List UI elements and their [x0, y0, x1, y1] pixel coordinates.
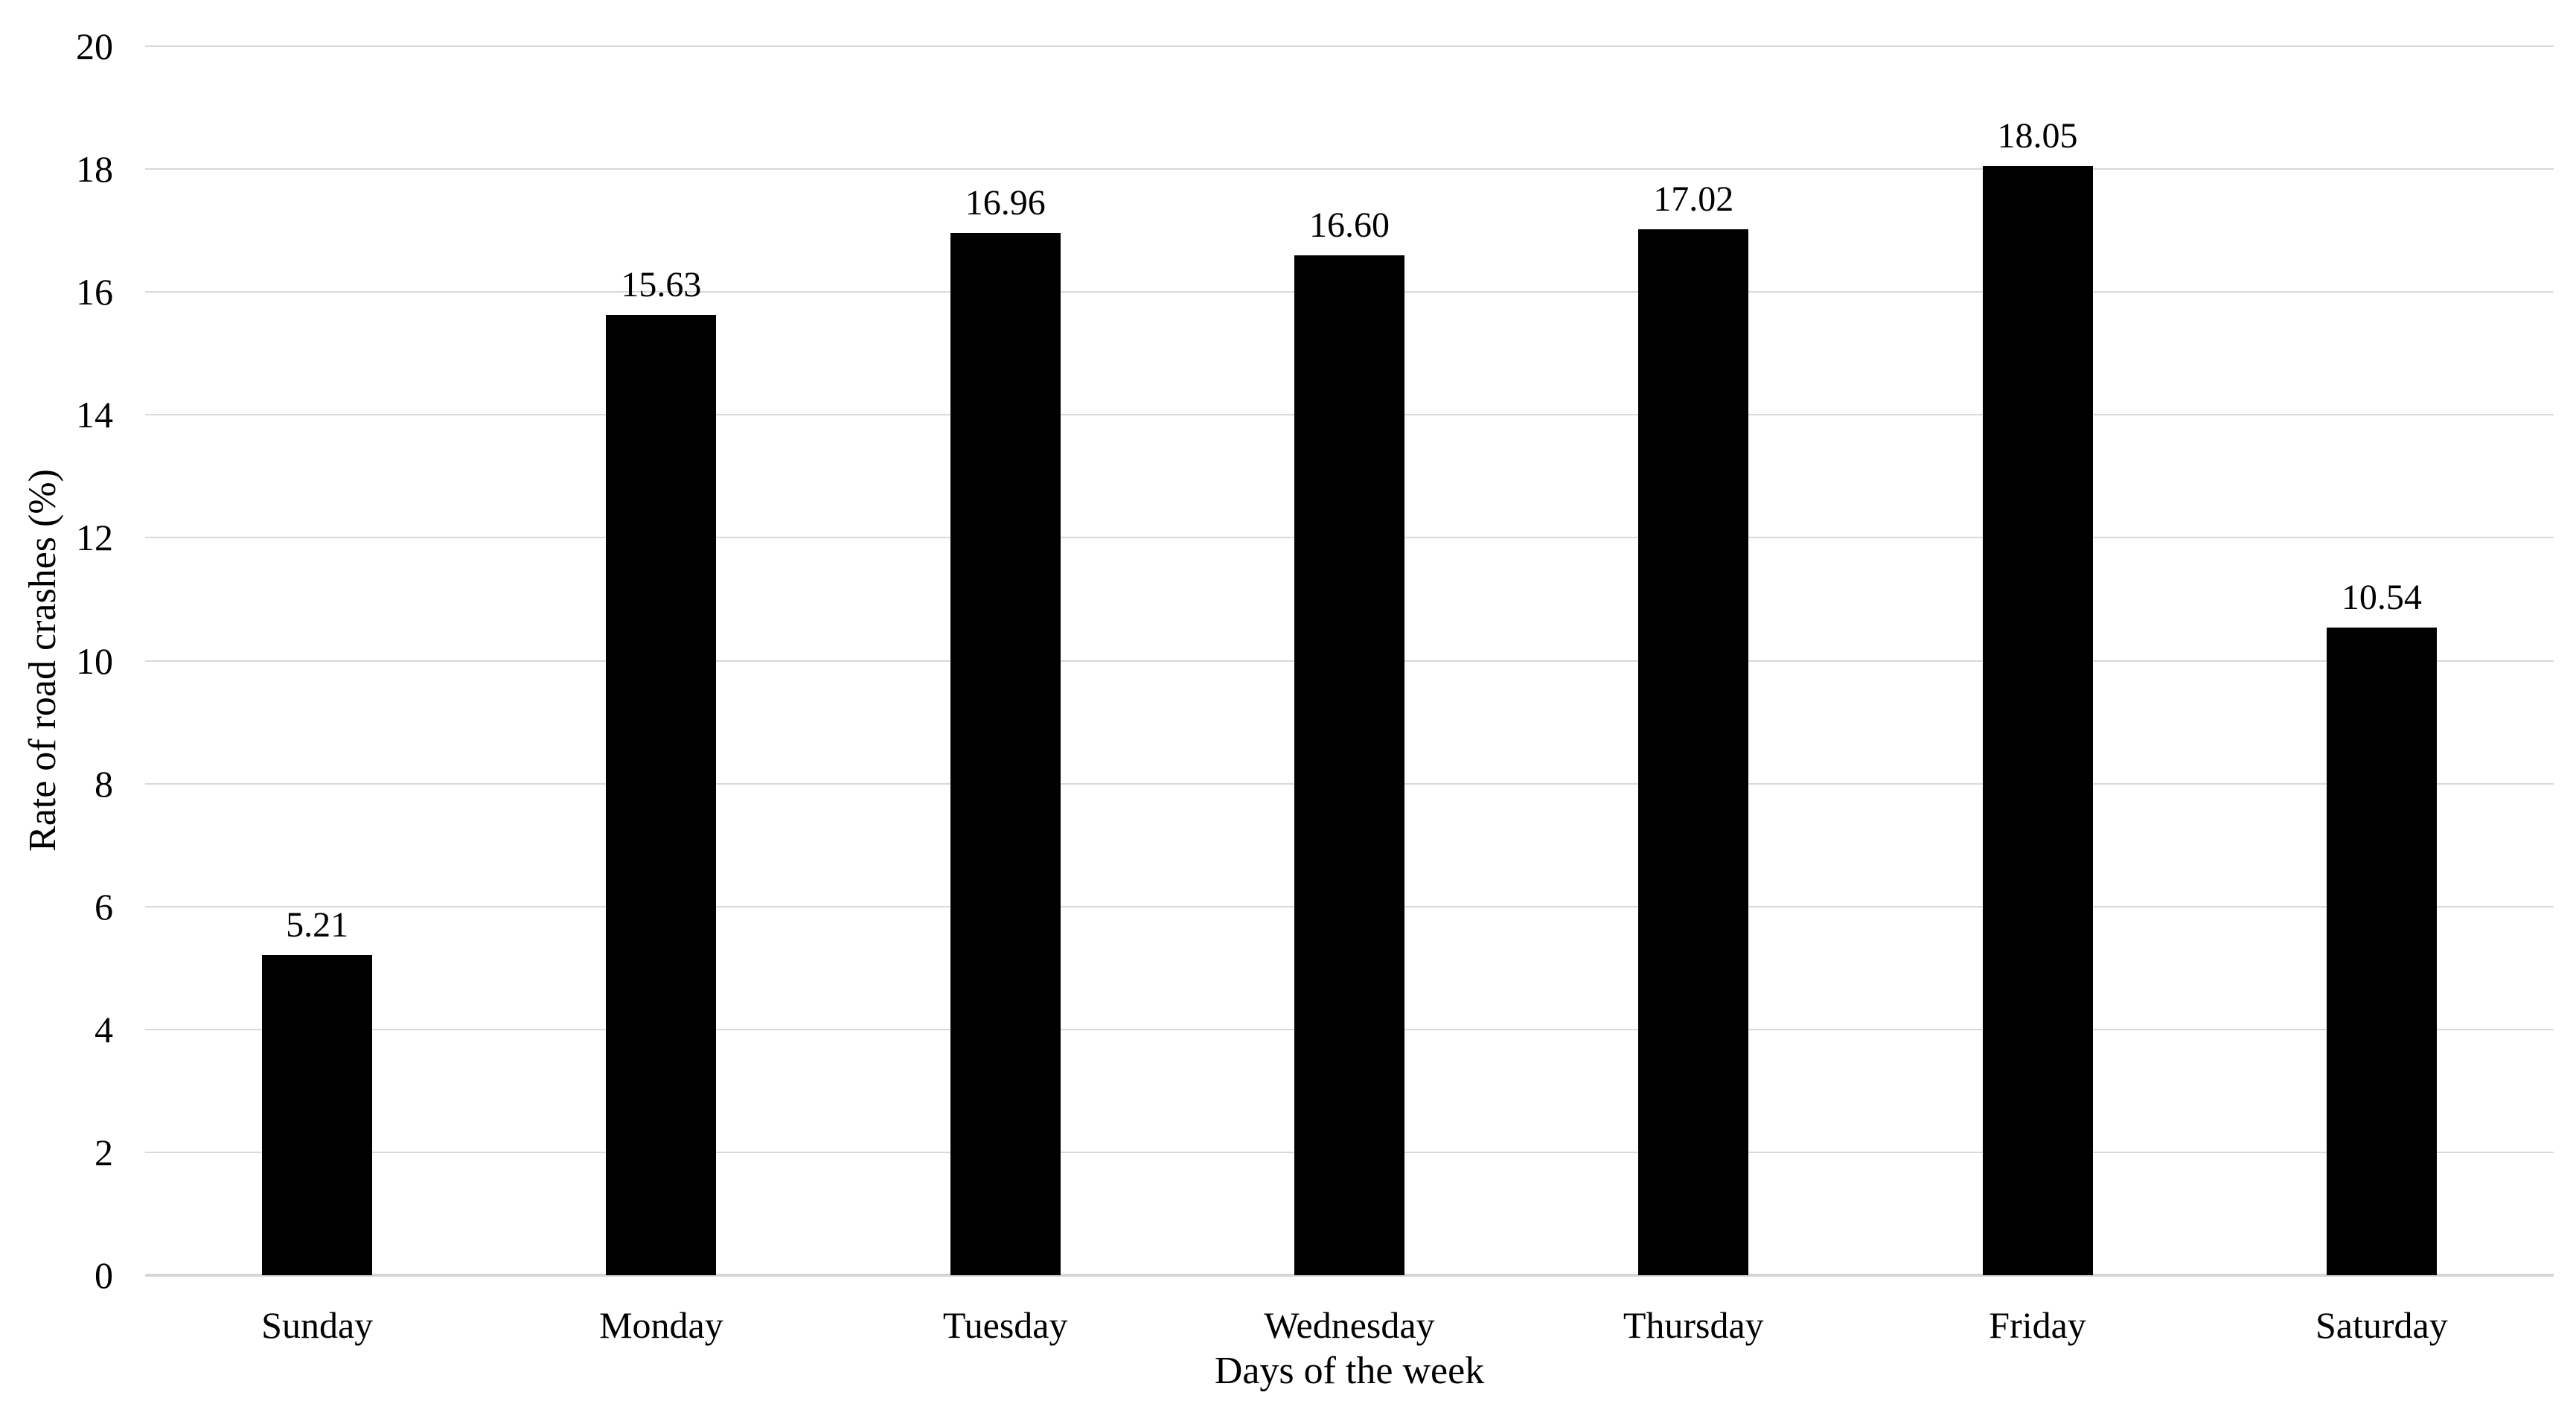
bar-slot: 18.05 [1865, 46, 2209, 1275]
y-tick-label: 8 [95, 762, 113, 805]
bar-slot: 5.21 [145, 46, 489, 1275]
gridline [145, 168, 2554, 170]
x-axis-baseline [145, 1274, 2554, 1277]
y-tick-label: 4 [95, 1008, 113, 1050]
x-tick-label: Saturday [2315, 1304, 2448, 1346]
bar-wednesday [1294, 255, 1404, 1275]
y-axis-tick-labels: 0 2 4 6 8 10 12 14 16 18 20 [0, 27, 113, 1295]
y-tick-label: 10 [76, 639, 113, 682]
x-tick-label: Monday [599, 1304, 723, 1346]
bar-slot: 16.96 [834, 46, 1177, 1275]
x-tick-label: Sunday [261, 1304, 374, 1346]
bar-slot: 17.02 [1521, 46, 1865, 1275]
y-tick-label: 12 [76, 517, 113, 559]
bar-value-label: 16.60 [1308, 205, 1390, 245]
bar-slot: 15.63 [489, 46, 833, 1275]
x-tick-label: Tuesday [942, 1304, 1068, 1346]
bar-value-label: 16.96 [965, 182, 1046, 223]
y-tick-label: 6 [95, 885, 113, 928]
bar-friday [1982, 165, 2093, 1275]
gridline [145, 45, 2554, 47]
bar-value-label: 5.21 [286, 904, 349, 945]
x-tick-label: Friday [1989, 1304, 2086, 1346]
y-tick-label: 0 [95, 1254, 113, 1296]
bar-value-label: 17.02 [1653, 179, 1734, 219]
x-axis-tick-labels: Sunday Monday Tuesday Wednesday Thursday Frid… [145, 1303, 2554, 1347]
bar-value-label: 10.54 [2341, 577, 2422, 617]
plot-area: 5.21 15.63 16.96 16.60 17.02 18.05 10.54 [145, 45, 2554, 1277]
y-tick-label: 2 [95, 1131, 113, 1173]
bar-monday [606, 314, 717, 1275]
bar-value-label: 15.63 [621, 264, 702, 304]
x-tick-label: Wednesday [1264, 1304, 1435, 1346]
bar-value-label: 18.05 [1997, 115, 2078, 156]
y-tick-label: 18 [76, 148, 113, 191]
x-tick-label: Thursday [1623, 1304, 1764, 1346]
y-tick-label: 16 [76, 271, 113, 313]
y-tick-label: 20 [76, 25, 113, 67]
x-axis-title: Days of the week [1214, 1350, 1485, 1392]
bar-thursday [1638, 229, 1749, 1275]
bar-saturday [2326, 627, 2437, 1275]
bar-tuesday [950, 232, 1061, 1275]
bars-layer: 5.21 15.63 16.96 16.60 17.02 18.05 10.54 [145, 46, 2554, 1275]
bar-slot: 10.54 [2210, 46, 2554, 1275]
bar-slot: 16.60 [1177, 46, 1521, 1275]
bar-sunday [262, 954, 373, 1275]
y-tick-label: 14 [76, 394, 113, 436]
